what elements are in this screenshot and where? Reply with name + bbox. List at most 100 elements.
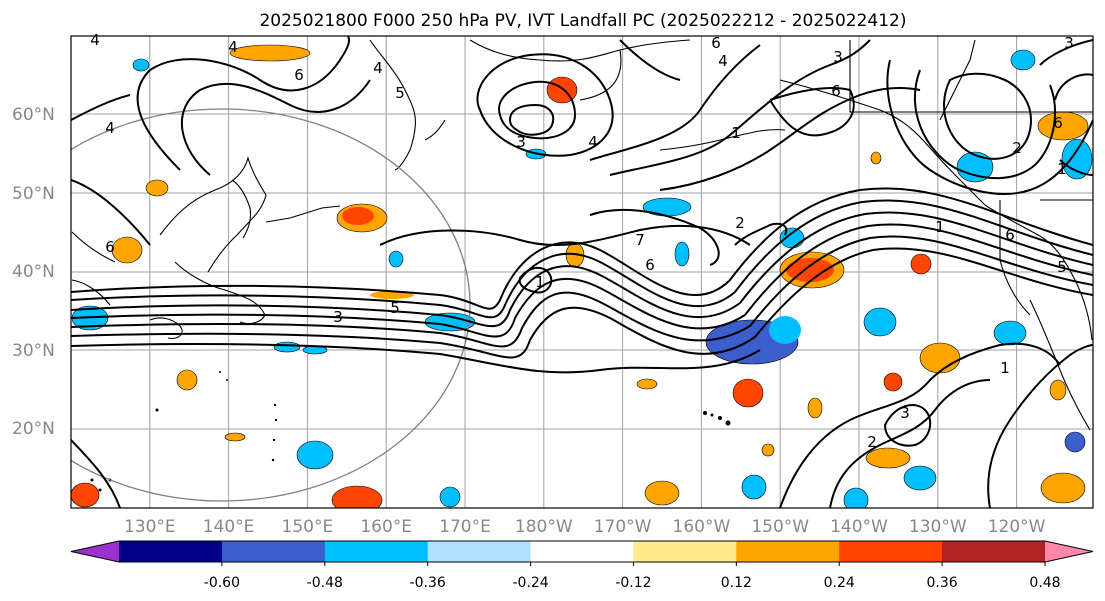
- contour-label: 1: [1057, 160, 1067, 178]
- colorbar-min-arrow: [71, 541, 119, 562]
- lat-label-30n: 30°N: [12, 341, 55, 361]
- contour-label: 3: [333, 308, 343, 326]
- pv-blob-neg: [1064, 431, 1086, 453]
- contour-label: 6: [105, 238, 115, 256]
- pv-blob-pos: [910, 253, 932, 275]
- colorbar-tick-label: 0.12: [721, 575, 752, 591]
- colorbar-segment: [530, 541, 634, 562]
- pv-blob-neg: [1061, 138, 1093, 180]
- pv-blob-pos: [224, 432, 246, 442]
- lon-label: 170°W: [594, 517, 652, 537]
- contour-label: 3: [833, 48, 843, 66]
- lon-label: 120°W: [988, 517, 1046, 537]
- pv-blob-neg: [779, 227, 805, 249]
- colorbar-tick-label: -0.60: [204, 575, 240, 591]
- contour-label: 4: [228, 38, 238, 56]
- pv-blob-neg: [388, 250, 404, 268]
- colorbar-segment: [427, 541, 532, 562]
- lon-label: 140°E: [203, 517, 255, 537]
- pv-blob-neg: [674, 241, 690, 267]
- colorbar-tick-label: 0.36: [927, 575, 958, 591]
- pv-blob-pos: [71, 482, 100, 508]
- contour-label: 6: [1005, 226, 1015, 244]
- longitude-labels: 130°E 140°E 150°E 160°E 170°E 180°W 170°W 160°W…: [124, 517, 1046, 537]
- pv-blob-pos: [644, 480, 680, 506]
- map-frame: [70, 35, 1094, 509]
- colorbar-tick-label: -0.36: [410, 575, 446, 591]
- pv-blob-pos: [883, 372, 903, 392]
- contour-label: 5: [390, 299, 400, 317]
- pv-blob-neg: [132, 58, 150, 72]
- lon-label: 180°W: [515, 517, 573, 537]
- pv-blob-pos: [636, 378, 658, 390]
- pv-blob-pos: [1040, 472, 1086, 504]
- pv-blob-neg: [993, 320, 1027, 346]
- contour-label: 2: [735, 214, 745, 232]
- colorbar-outline: [70, 540, 1094, 563]
- contour-label: 6: [831, 82, 841, 100]
- pv-blob-neg: [956, 151, 994, 183]
- contour-label: 1: [935, 218, 945, 236]
- reference-circle: [71, 108, 471, 502]
- contour-label: 4: [90, 31, 100, 49]
- pv-blob-pos: [111, 236, 143, 264]
- figure-title: 2025021800 F000 250 hPa PV, IVT Landfall…: [259, 11, 906, 31]
- pv-blob-neg: [903, 465, 937, 491]
- pv-blob-pos: [865, 447, 911, 469]
- lat-label-60n: 60°N: [12, 105, 55, 125]
- lat-label-40n: 40°N: [12, 262, 55, 282]
- pv-blob-pos: [176, 369, 198, 391]
- pv-blob-pos: [331, 485, 383, 508]
- pv-blob-pos: [807, 397, 823, 419]
- contour-label: 2: [1012, 139, 1022, 157]
- pv-blob-pos: [1037, 111, 1089, 141]
- lon-label: 170°E: [439, 517, 491, 537]
- pv-shading: [71, 44, 1093, 508]
- contour-label: 3: [1064, 34, 1074, 52]
- pv-blob-pos: [761, 443, 775, 457]
- contour-label: 4: [588, 133, 598, 151]
- colorbar-segment: [736, 541, 840, 562]
- contour-label: 5: [395, 84, 405, 102]
- contour-label: 4: [718, 52, 728, 70]
- pv-blob-pos: [145, 179, 169, 197]
- colorbar-tick-label: -0.24: [512, 575, 548, 591]
- colorbar-tick-label: -0.12: [615, 575, 651, 591]
- lat-label-50n: 50°N: [12, 184, 55, 204]
- pv-blob-pos: [919, 342, 961, 374]
- contours: [71, 36, 1093, 508]
- lon-label: 130°W: [909, 517, 967, 537]
- contour-label: 5: [1057, 258, 1067, 276]
- colorbar-tick-label: 0.24: [824, 575, 855, 591]
- pv-blob-neg: [439, 486, 461, 508]
- contour-label: 6: [1053, 114, 1063, 132]
- colorbar-max-arrow: [1045, 541, 1093, 562]
- pv-blob-pos: [732, 378, 764, 408]
- contour-label: 4: [373, 59, 383, 77]
- colorbar-tick-label: 0.48: [1029, 575, 1060, 591]
- pv-blob-pos: [870, 151, 882, 165]
- contour-label: 6: [711, 34, 721, 52]
- pv-blob-neg: [769, 316, 801, 344]
- lon-label: 160°W: [673, 517, 731, 537]
- contour-label: 4: [105, 119, 115, 137]
- pv-blob-neg: [1010, 49, 1036, 71]
- contour-label: 3: [516, 133, 526, 151]
- contour-label: 7: [635, 231, 645, 249]
- colorbar: -0.60 -0.48 -0.36 -0.24 -0.12 0.12 0.24 0.36 0.4…: [70, 540, 1094, 591]
- lon-label: 150°W: [751, 517, 809, 537]
- colorbar-segment: [942, 541, 1046, 562]
- contour-label: 1: [731, 124, 741, 142]
- pv-blob-pos: [1049, 379, 1067, 401]
- pv-blob-neg: [863, 307, 897, 337]
- pv-blob-pos: [342, 207, 374, 225]
- pv-blob-neg: [843, 487, 869, 508]
- contour-label: 1: [1000, 359, 1010, 377]
- colorbar-segment: [324, 541, 429, 562]
- lon-label: 150°E: [282, 517, 334, 537]
- colorbar-segment: [221, 541, 326, 562]
- lon-label: 160°E: [360, 517, 412, 537]
- colorbar-segment: [633, 541, 737, 562]
